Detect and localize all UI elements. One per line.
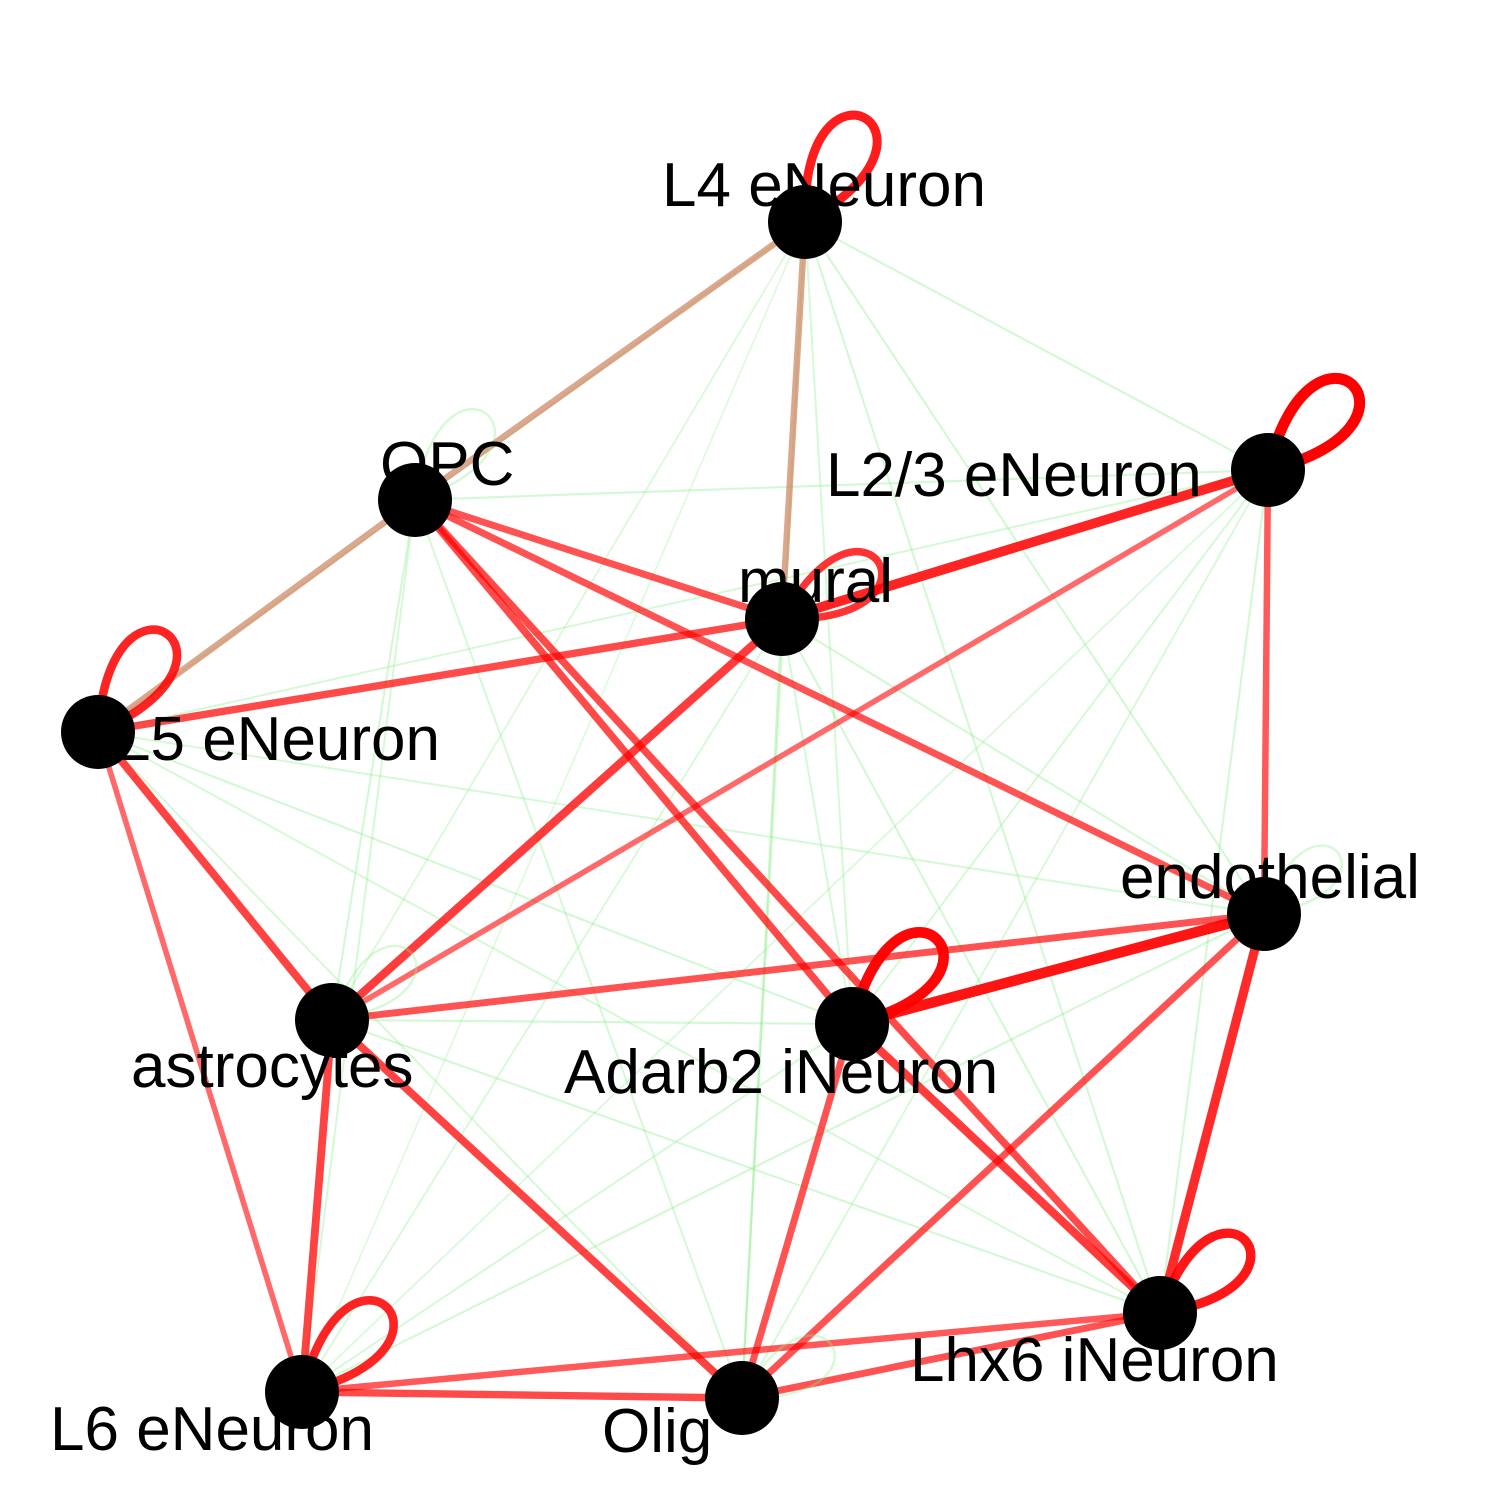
node-label-astro: astrocytes [131,1032,414,1101]
edge-L6-Olig [298,1388,746,1402]
self-loop-L6 [297,1296,398,1397]
edge-OPC-L23 [413,468,1270,502]
node-label-endo: endothelial [1120,843,1420,912]
self-loop-L5 [93,625,182,736]
node-label-L4: L4 eNeuron [662,151,986,220]
self-loop-Adarb2 [846,927,949,1030]
edge-L23-L5 [97,469,1269,733]
edge-L23-endo [1260,466,1272,918]
edge-OPC-Adarb2 [411,496,856,1028]
node-astro [295,983,369,1057]
node-Adarb2 [815,987,889,1061]
self-loop-Lhx6 [1155,1228,1256,1318]
self-loop-astro [330,944,418,1022]
edges-layer [94,218,1273,1402]
edge-L23-Olig [741,469,1269,1399]
self-loop-Olig [740,1334,836,1400]
edge-endo-astro [328,910,1268,1024]
self-loop-OPC [413,408,496,502]
edge-Adarb2-Olig [738,1020,856,1402]
edge-Adarb2-Lhx6 [847,1019,1165,1318]
node-L6 [265,1355,339,1429]
node-L23 [1231,433,1305,507]
self-loop-L4 [800,110,882,226]
edge-OPC-endo [411,496,1268,918]
edge-endo-L6 [300,912,1266,1394]
self-loop-L23 [1262,372,1366,476]
edge-OPC-Olig [414,499,743,1399]
edge-astro-L6 [298,1016,336,1396]
edge-Lhx6-Olig [738,1309,1164,1402]
self-loop-endo [1262,844,1343,916]
edge-L4-astro [331,221,806,1021]
edge-L4-L6 [301,221,806,1393]
node-mural [745,582,819,656]
node-L4 [768,185,842,259]
node-label-L23: L2/3 eNeuron [826,441,1202,510]
edge-L5-astro [94,728,336,1024]
edge-astro-Olig [328,1016,746,1402]
edge-L23-mural [777,465,1273,624]
edge-OPC-L6 [301,499,416,1393]
edge-L4-OPC [411,218,809,504]
edge-L23-astro [329,467,1271,1023]
node-Lhx6 [1123,1276,1197,1350]
edge-OPC-L5 [94,496,419,736]
edge-mural-endo [780,617,1266,916]
edge-L23-L6 [301,469,1269,1393]
labels-layer: L4 eNeuron L2/3 eNeuron OPC mural L5 eNe… [50,151,1420,1466]
edge-L4-endo [803,220,1266,916]
edge-Lhx6-L6 [298,1309,1164,1396]
edge-mural-astro [327,614,787,1025]
self-loops-layer [93,110,1366,1400]
node-label-L6: L6 eNeuron [50,1395,374,1464]
node-L5 [61,695,135,769]
edge-OPC-mural [411,496,786,623]
node-label-mural: mural [738,547,893,616]
node-label-Adarb2: Adarb2 iNeuron [564,1038,998,1107]
edge-L5-Olig [97,731,743,1399]
node-OPC [378,463,452,537]
edge-endo-Adarb2 [846,908,1270,1030]
node-endo [1227,877,1301,951]
edge-mural-L5 [94,615,786,736]
edge-astro-Lhx6 [330,1018,1162,1315]
edge-L4-L23 [803,220,1270,472]
node-label-Olig: Olig [602,1397,712,1466]
edge-mural-L6 [301,618,783,1393]
edge-L5-Adarb2 [96,730,854,1026]
self-loop-mural [778,547,886,623]
edge-OPC-astro [330,498,417,1022]
edge-endo-Olig [738,910,1268,1402]
node-Olig [705,1361,779,1435]
edge-mural-Olig [740,617,784,1400]
edge-L5-L6 [95,729,305,1395]
edge-L4-Adarb2 [804,221,853,1025]
edge-L4-Lhx6 [803,220,1162,1315]
nodes-layer [61,185,1305,1435]
node-label-Lhx6: Lhx6 iNeuron [910,1326,1279,1395]
edge-mural-Lhx6 [780,617,1162,1315]
node-label-L5: L5 eNeuron [116,705,440,774]
edge-L5-Lhx6 [97,731,1161,1314]
edge-astro-Adarb2 [330,1018,854,1026]
edge-L4-mural [778,218,809,623]
edge-endo-Lhx6 [1155,909,1269,1318]
node-label-OPC: OPC [380,430,514,499]
edge-OPC-Lhx6 [411,496,1164,1317]
